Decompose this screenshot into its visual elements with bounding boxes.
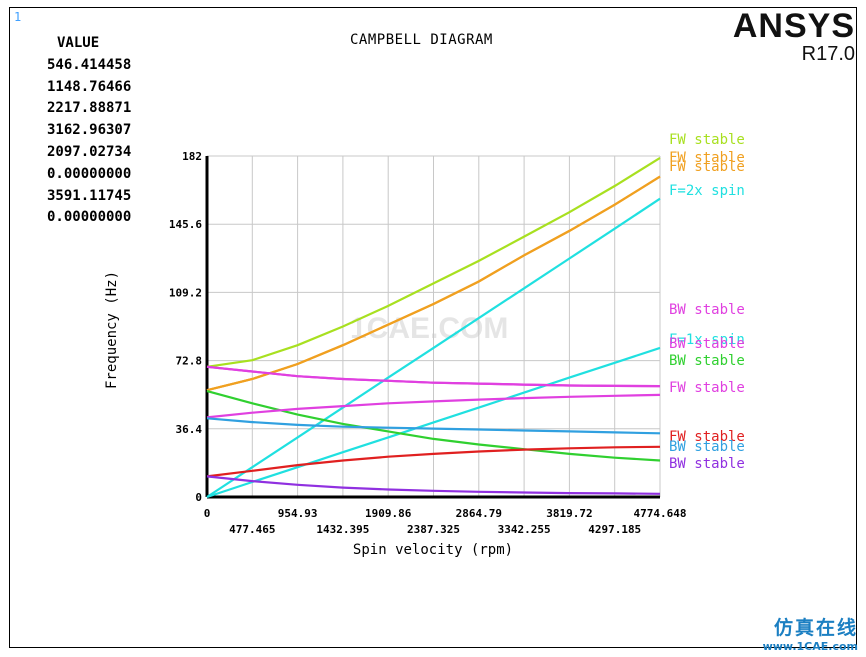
series-lines bbox=[206, 156, 661, 499]
value-row: 3591.11745 bbox=[47, 187, 132, 204]
brand-logo: ANSYS R17.0 bbox=[733, 8, 855, 64]
value-panel: VALUE 546.414458 1148.76466 2217.88871 3… bbox=[47, 33, 131, 229]
series-label: FW stable bbox=[669, 429, 745, 445]
value-row: 3162.96307 bbox=[47, 122, 132, 139]
series-line bbox=[206, 393, 661, 419]
series-label: BW stable bbox=[669, 456, 745, 472]
brand-name: ANSYS bbox=[732, 7, 855, 45]
x-tick-label: 477.465 bbox=[229, 523, 275, 536]
x-tick-label: 4774.648 bbox=[634, 507, 687, 520]
y-tick-label: 0 bbox=[195, 491, 202, 504]
series-label: FW stable bbox=[669, 150, 745, 166]
series-label: BW stable bbox=[669, 336, 745, 352]
series-label: BW stable bbox=[669, 353, 745, 369]
watermark-cn: 仿真在线 bbox=[773, 617, 858, 639]
series-line bbox=[206, 175, 661, 392]
x-tick-label: 3342.255 bbox=[498, 523, 551, 536]
series-label: BW stable bbox=[669, 439, 745, 455]
series-line bbox=[206, 197, 661, 498]
brand-version: R17.0 bbox=[801, 43, 855, 65]
value-row: 1148.76466 bbox=[47, 78, 132, 95]
value-row: 0.00000000 bbox=[47, 209, 132, 226]
series-label: FW stable bbox=[669, 159, 745, 175]
x-tick-label: 2387.325 bbox=[407, 523, 460, 536]
x-tick-label: 3819.72 bbox=[546, 507, 592, 520]
series-label: FW stable bbox=[669, 132, 745, 148]
x-tick-label: 4297.185 bbox=[588, 523, 641, 536]
watermark-url: www.1CAE.com bbox=[762, 640, 858, 653]
value-row: 546.414458 bbox=[47, 56, 132, 73]
value-row: 2217.88871 bbox=[47, 100, 132, 117]
value-row: 2097.02734 bbox=[47, 143, 132, 160]
series-line bbox=[206, 365, 661, 388]
y-tick-label: 72.8 bbox=[176, 355, 203, 368]
series-line bbox=[206, 475, 661, 495]
series-line bbox=[206, 417, 661, 435]
series-line bbox=[206, 156, 661, 368]
series-label: F=2x spin bbox=[669, 183, 745, 199]
x-tick-label: 1909.86 bbox=[365, 507, 412, 520]
chart-title: CAMPBELL DIAGRAM bbox=[350, 32, 493, 48]
x-axis-label: Spin velocity (rpm) bbox=[353, 542, 513, 558]
window-number: 1 bbox=[14, 10, 22, 24]
y-axis-label: Frequency (Hz) bbox=[104, 271, 120, 389]
grid bbox=[206, 155, 661, 498]
watermark-ghost: 1CAE.COM bbox=[350, 312, 509, 345]
series-line bbox=[206, 346, 661, 499]
y-tick-label: 182 bbox=[182, 150, 202, 163]
series-line bbox=[206, 445, 661, 478]
series-label: BW stable bbox=[669, 302, 745, 318]
x-tick-label: 0 bbox=[204, 507, 211, 520]
x-tick-label: 2864.79 bbox=[456, 507, 502, 520]
watermark: 仿真在线 www.1CAE.com bbox=[763, 613, 858, 653]
value-header: VALUE bbox=[57, 35, 100, 51]
y-tick-label: 36.4 bbox=[176, 423, 203, 436]
y-tick-label: 109.2 bbox=[169, 286, 202, 299]
series-label: F=1x spin bbox=[669, 332, 745, 348]
plot-frame bbox=[9, 7, 857, 648]
value-row: 0.00000000 bbox=[47, 165, 132, 182]
x-tick-label: 1432.395 bbox=[316, 523, 369, 536]
series-label: FW stable bbox=[669, 380, 745, 396]
x-tick-label: 954.93 bbox=[278, 507, 318, 520]
y-tick-label: 145.6 bbox=[169, 218, 202, 231]
